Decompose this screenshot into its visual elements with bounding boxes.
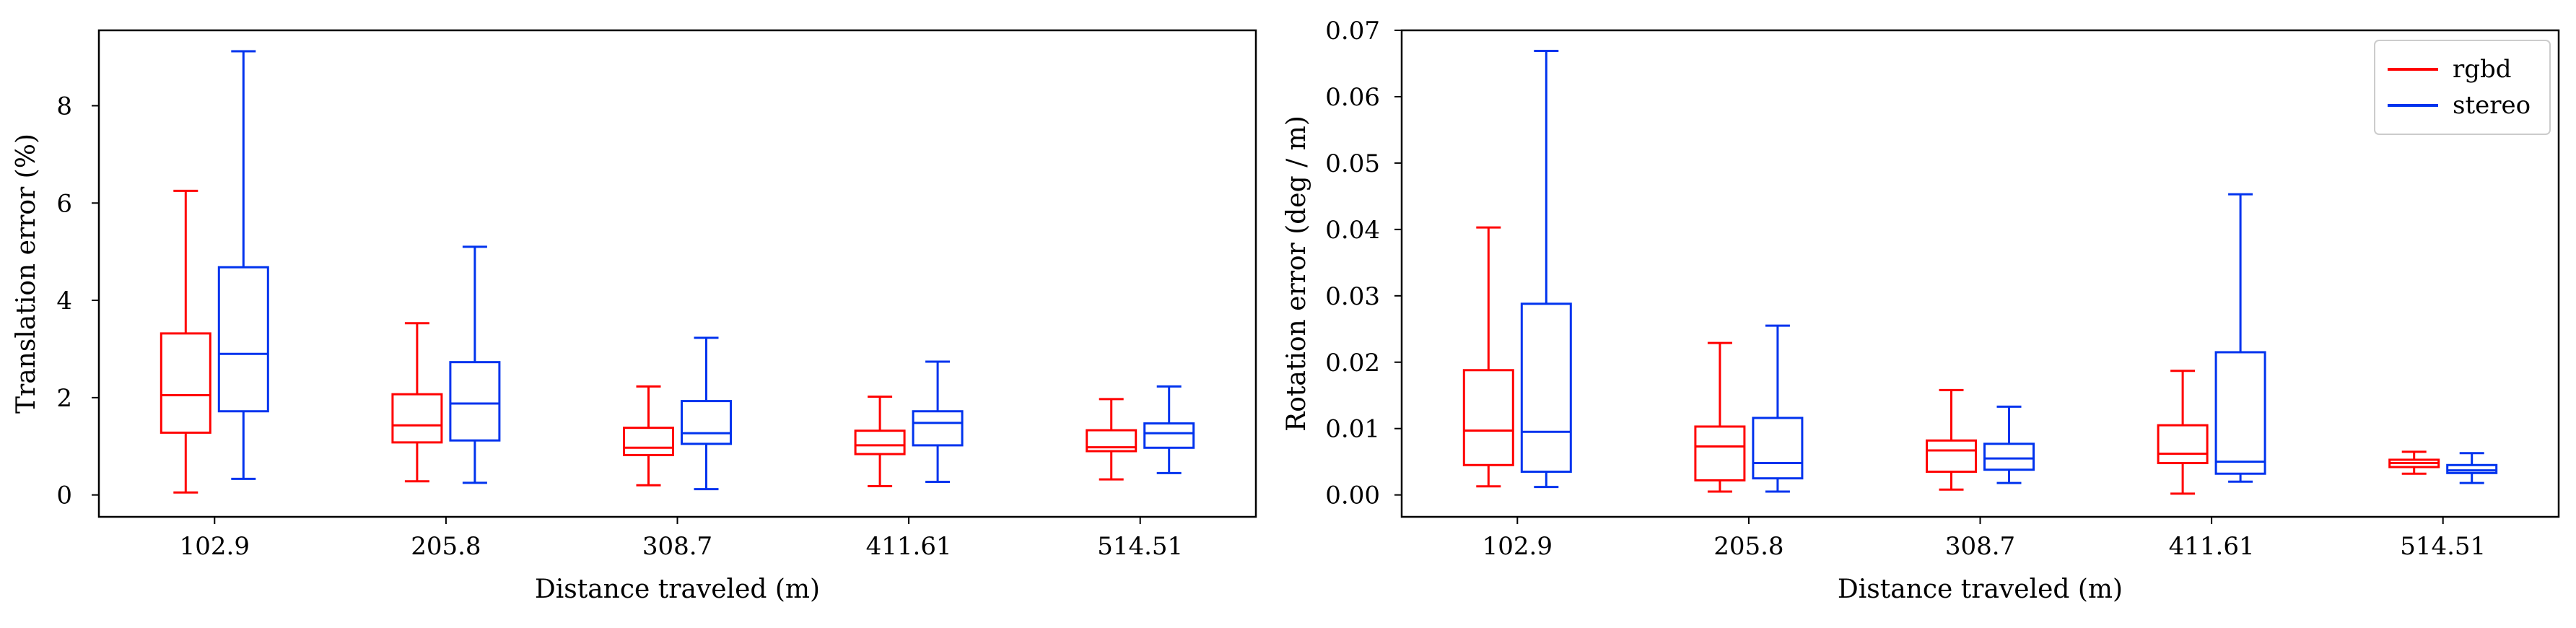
box-iqr (2157, 424, 2209, 465)
x-tick-label: 514.51 (2400, 532, 2486, 561)
box-iqr (2214, 351, 2266, 475)
box-rgbd-205.8 (1694, 341, 1746, 493)
box-stereo-102.9 (217, 50, 269, 480)
legend-frame (2374, 40, 2551, 135)
box-iqr (1143, 422, 1195, 449)
box-iqr (1752, 417, 1804, 480)
box-rgbd-102.9 (160, 189, 211, 494)
x-tick-label: 102.9 (180, 532, 250, 561)
box-stereo-102.9 (1520, 50, 1572, 489)
y-tick-label: 0.01 (1325, 415, 1380, 444)
box-stereo-514.51 (1143, 385, 1195, 474)
box-iqr (2446, 463, 2498, 474)
box-iqr (912, 410, 964, 447)
x-tick-label: 411.61 (2169, 532, 2255, 561)
y-tick-label: 4 (56, 287, 72, 315)
box-iqr (1694, 425, 1746, 481)
y-tick-label: 0.03 (1325, 282, 1380, 311)
y-tick-label: 6 (56, 189, 72, 218)
y-tick-label: 0 (56, 481, 72, 510)
box-stereo-205.8 (449, 245, 501, 484)
box-stereo-411.61 (912, 360, 964, 483)
box-iqr (217, 266, 269, 413)
legend: rgbd stereo (2374, 40, 2551, 135)
box-iqr (854, 429, 906, 455)
box-stereo-411.61 (2214, 193, 2266, 483)
box-iqr (160, 332, 211, 434)
box-stereo-205.8 (1752, 324, 1804, 493)
x-tick-label: 411.61 (866, 532, 952, 561)
y-tick-label: 0.07 (1325, 17, 1380, 45)
y-tick-label: 8 (56, 92, 72, 121)
box-stereo-308.7 (1983, 405, 2035, 484)
x-tick-label: 205.8 (411, 532, 481, 561)
box-iqr (1983, 442, 2035, 471)
chart-panel-1: 0 2 4 6 8 102.9 205.8 308.7 411.61 514.51 Distance… (12, 29, 1257, 604)
y-tick-label: 2 (56, 384, 72, 413)
y-tick-label: 0.05 (1325, 149, 1380, 178)
box-iqr (1462, 369, 1514, 466)
y-axis-label: Rotation error (deg / m) (1282, 115, 1311, 432)
x-axis-label: Distance traveled (m) (1838, 575, 2123, 604)
box-stereo-308.7 (681, 336, 732, 491)
box-rgbd-205.8 (391, 322, 443, 483)
x-axis-label: Distance traveled (m) (535, 575, 820, 604)
y-tick-label: 0.06 (1325, 83, 1380, 112)
box-rgbd-411.61 (2157, 370, 2209, 495)
box-iqr (449, 361, 501, 442)
box-iqr (1086, 429, 1138, 453)
y-tick-label: 0.04 (1325, 216, 1380, 245)
box-iqr (1520, 302, 1572, 473)
box-iqr (623, 427, 674, 456)
box-rgbd-308.7 (623, 385, 674, 487)
box-rgbd-411.61 (854, 396, 906, 488)
box-rgbd-514.51 (1086, 398, 1138, 481)
box-stereo-514.51 (2446, 452, 2498, 484)
y-tick-label: 0.00 (1325, 481, 1380, 510)
x-tick-label: 308.7 (642, 532, 712, 561)
legend-label-stereo: stereo (2453, 91, 2531, 120)
x-tick-label: 205.8 (1713, 532, 1783, 561)
legend-label-rgbd: rgbd (2453, 55, 2512, 84)
box-iqr (391, 393, 443, 444)
box-rgbd-308.7 (1926, 388, 1977, 491)
chart-panel-2: 0.00 0.01 0.02 0.03 0.04 0.05 0.06 0.07 102.9 205… (1282, 17, 2560, 604)
x-tick-label: 514.51 (1097, 532, 1183, 561)
y-axis-label: Translation error (%) (12, 134, 41, 414)
y-tick-label: 0.02 (1325, 349, 1380, 378)
box-iqr (681, 400, 732, 445)
box-iqr (1926, 439, 1977, 473)
x-tick-label: 308.7 (1945, 532, 2015, 561)
box-rgbd-102.9 (1462, 226, 1514, 488)
x-tick-label: 102.9 (1483, 532, 1553, 561)
box-rgbd-514.51 (2388, 450, 2440, 475)
